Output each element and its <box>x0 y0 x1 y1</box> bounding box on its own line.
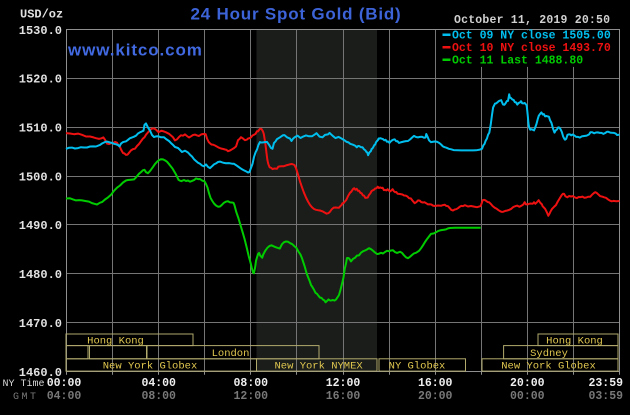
svg-text:New York Globex: New York Globex <box>103 360 198 372</box>
svg-text:1470.0: 1470.0 <box>19 317 62 331</box>
svg-text:Oct 09 NY close 1505.00: Oct 09 NY close 1505.00 <box>452 30 611 43</box>
svg-text:08:00: 08:00 <box>234 377 269 390</box>
svg-text:04:00: 04:00 <box>141 377 176 390</box>
svg-text:Oct 11 Last 1488.80: Oct 11 Last 1488.80 <box>452 55 583 68</box>
svg-text:GMT: GMT <box>13 392 39 403</box>
svg-text:1460.0: 1460.0 <box>19 366 62 380</box>
svg-text:Oct 10 NY close 1493.70: Oct 10 NY close 1493.70 <box>452 42 611 55</box>
svg-text:Hong Kong: Hong Kong <box>87 335 144 347</box>
svg-text:USD/oz: USD/oz <box>20 8 63 22</box>
svg-text:October 11, 2019 20:50: October 11, 2019 20:50 <box>454 14 610 27</box>
svg-text:24 Hour Spot Gold (Bid): 24 Hour Spot Gold (Bid) <box>190 5 401 24</box>
svg-text:1480.0: 1480.0 <box>19 268 62 282</box>
svg-text:20:00: 20:00 <box>510 377 545 390</box>
svg-text:08:00: 08:00 <box>141 390 176 403</box>
svg-text:1490.0: 1490.0 <box>19 219 62 233</box>
svg-text:23:59: 23:59 <box>588 377 623 390</box>
svg-text:00:00: 00:00 <box>510 390 545 403</box>
svg-text:Hong Kong: Hong Kong <box>546 335 603 347</box>
svg-text:New York Globex: New York Globex <box>501 360 596 372</box>
svg-text:Sydney: Sydney <box>530 348 568 360</box>
svg-text:16:00: 16:00 <box>326 390 361 403</box>
svg-text:1510.0: 1510.0 <box>19 122 62 136</box>
svg-text:1520.0: 1520.0 <box>19 73 62 87</box>
svg-text:03:59: 03:59 <box>588 390 623 403</box>
svg-text:1530.0: 1530.0 <box>19 24 62 38</box>
svg-text:NY Globex: NY Globex <box>389 360 446 372</box>
svg-text:12:00: 12:00 <box>234 390 269 403</box>
svg-text:NY Time: NY Time <box>3 378 45 390</box>
svg-text:London: London <box>212 348 250 360</box>
svg-text:00:00: 00:00 <box>47 377 82 390</box>
svg-text:1500.0: 1500.0 <box>19 170 62 184</box>
svg-text:16:00: 16:00 <box>418 377 453 390</box>
svg-text:www.kitco.com: www.kitco.com <box>67 41 203 60</box>
svg-text:12:00: 12:00 <box>326 377 361 390</box>
svg-text:New York NYMEX: New York NYMEX <box>274 360 363 372</box>
svg-text:20:00: 20:00 <box>418 390 453 403</box>
svg-text:04:00: 04:00 <box>47 390 82 403</box>
